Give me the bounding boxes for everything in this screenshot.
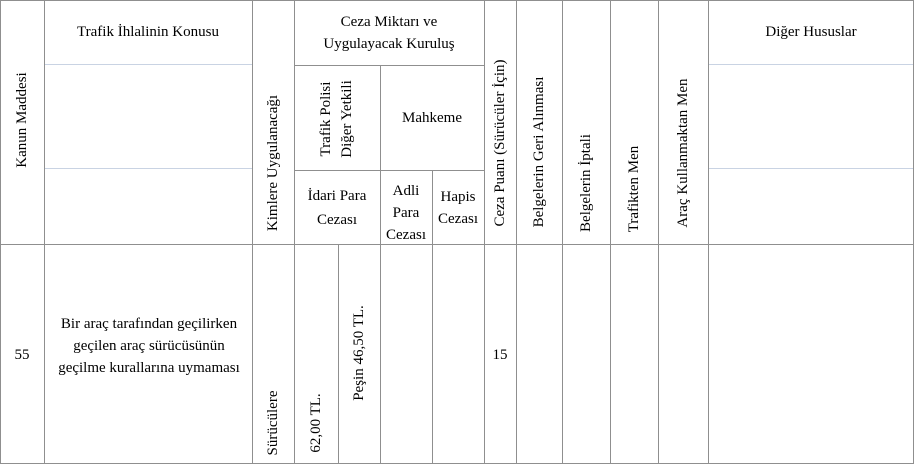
header-trafik-polisi-2: Diğer Yetkili <box>339 80 355 158</box>
row-kimlere: Sürücülere <box>265 390 281 456</box>
header-ceza-puani: Ceza Puanı (Sürücüler İçin) <box>492 59 508 227</box>
vline <box>516 0 517 464</box>
para-divider <box>294 170 484 171</box>
vline <box>0 0 1 464</box>
guide-line <box>44 64 252 65</box>
row-pesin-tutar: Peşin 46,50 TL. <box>351 305 367 401</box>
ceza-divider <box>294 65 484 66</box>
vline <box>658 0 659 464</box>
header-ceza-miktari-2: Uygulayacak Kuruluş <box>323 36 455 52</box>
header-kimlere: Kimlere Uygulanacağı <box>265 94 281 232</box>
border-top <box>0 0 914 1</box>
row-madde: 55 <box>14 347 30 363</box>
header-trafik-polisi-1: Trafik Polisi <box>318 81 334 157</box>
guide-line <box>44 168 252 169</box>
guide-line <box>708 168 914 169</box>
header-belge-geri: Belgelerin Geri Alınması <box>531 76 547 228</box>
header-adli-2: Para <box>392 205 420 221</box>
vline <box>252 0 253 464</box>
vline <box>44 0 45 464</box>
header-idari-1: İdari Para <box>307 188 367 204</box>
vline <box>610 0 611 464</box>
header-diger: Diğer Hususlar <box>765 24 857 40</box>
vline <box>484 0 485 464</box>
vline <box>338 245 339 464</box>
vline <box>708 0 709 464</box>
header-belge-iptal: Belgelerin İptali <box>578 134 594 232</box>
row-konu: Bir araç tarafından geçilirken geçilen a… <box>58 316 240 376</box>
header-kanun-maddesi: Kanun Maddesi <box>14 72 30 168</box>
vline <box>432 170 433 464</box>
border-bottom <box>0 463 914 464</box>
guide-line <box>708 64 914 65</box>
header-adli-1: Adli <box>392 183 420 199</box>
border-header-bottom <box>0 244 914 245</box>
header-hapis-2: Cezası <box>438 211 478 227</box>
header-ihlal-konusu: Trafik İhlalinin Konusu <box>77 24 219 40</box>
vline <box>294 0 295 464</box>
header-idari-2: Cezası <box>317 212 357 228</box>
header-ceza-miktari-1: Ceza Miktarı ve <box>340 14 438 30</box>
vline <box>380 65 381 464</box>
vline <box>562 0 563 464</box>
header-hapis-1: Hapis <box>440 189 476 205</box>
row-ceza-puani: 15 <box>492 347 508 363</box>
header-trafikten-men: Trafikten Men <box>626 145 642 233</box>
header-mahkeme: Mahkeme <box>402 110 462 126</box>
header-adli-3: Cezası <box>386 227 426 243</box>
header-arac-men: Araç Kullanmaktan Men <box>675 78 691 228</box>
row-idari-tutar: 62,00 TL. <box>308 393 324 453</box>
